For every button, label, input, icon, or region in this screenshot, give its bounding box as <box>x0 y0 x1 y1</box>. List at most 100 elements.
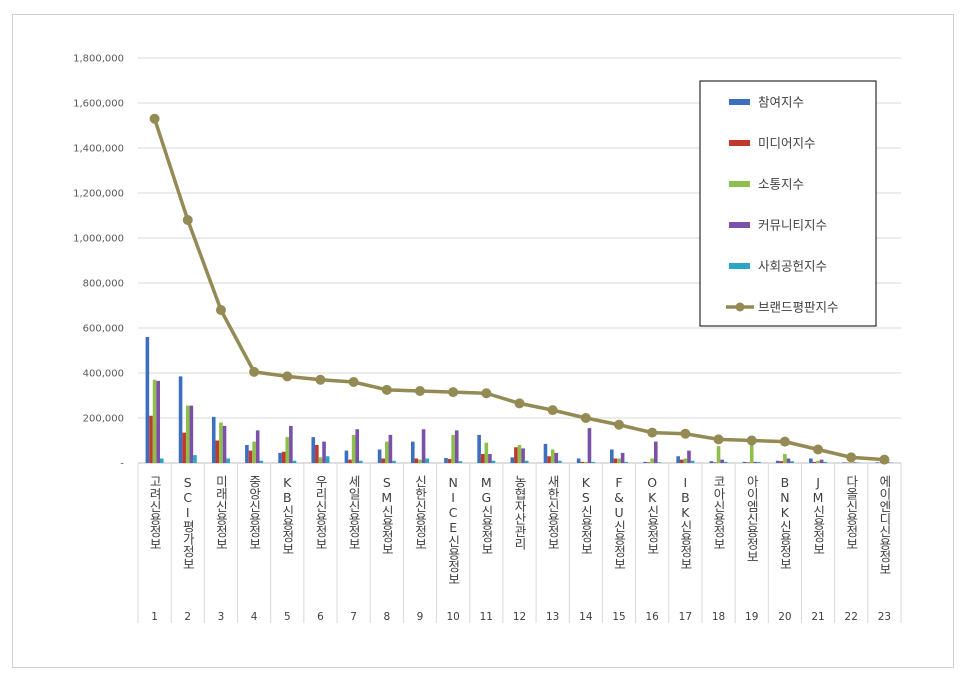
bar-3-7 <box>351 434 356 463</box>
bar-5-21 <box>823 461 828 463</box>
legend-label: 미디어지수 <box>758 136 816 151</box>
bar-3-6 <box>318 457 323 463</box>
bar-2-15 <box>613 458 618 463</box>
bar-4-19 <box>753 461 758 463</box>
line-point-23 <box>879 454 890 465</box>
bar-4-21 <box>819 459 824 463</box>
line-point-10 <box>448 387 459 398</box>
bar-1-21 <box>809 458 813 463</box>
bar-3-21 <box>816 460 820 463</box>
bar-2-4 <box>248 450 253 463</box>
line-point-5 <box>282 371 293 382</box>
bar-2-18 <box>713 462 717 463</box>
bar-series <box>145 337 894 463</box>
legend-swatch <box>729 99 750 105</box>
bar-5-15 <box>624 461 629 463</box>
bar-3-15 <box>617 458 621 463</box>
category-label: IBK신용정보 <box>678 475 693 570</box>
category-label: 신한신용정보 <box>412 475 427 550</box>
category-label: SM신용정보 <box>379 475 394 555</box>
bar-5-19 <box>757 461 761 463</box>
bar-1-15 <box>610 449 614 463</box>
line-point-4 <box>249 366 260 377</box>
rank-label: 3 <box>218 611 225 623</box>
bar-2-6 <box>315 445 319 463</box>
bar-2-10 <box>447 458 452 463</box>
bar-1-2 <box>178 376 183 463</box>
category-label: KB신용정보 <box>280 475 295 555</box>
bar-5-9 <box>425 458 429 463</box>
rank-label: 16 <box>646 611 660 623</box>
line-point-22 <box>846 452 857 463</box>
bar-3-18 <box>716 446 721 463</box>
bar-1-11 <box>477 434 481 463</box>
bar-3-19 <box>749 442 754 463</box>
line-point-2 <box>182 215 193 225</box>
category-label: MG신용정보 <box>479 475 494 555</box>
y-tick-label: 200,000 <box>83 414 124 425</box>
bar-3-4 <box>252 441 256 463</box>
bar-2-8 <box>381 458 386 463</box>
bar-1-14 <box>576 458 581 463</box>
legend-label: 브랜드평판지수 <box>758 300 839 315</box>
rank-label: 18 <box>712 611 725 623</box>
bar-5-17 <box>690 460 695 463</box>
bar-5-2 <box>193 455 197 463</box>
category-label: 다올신용정보 <box>844 475 859 550</box>
legend-label: 커뮤니티지수 <box>758 218 827 233</box>
bar-2-5 <box>281 451 286 463</box>
legend-box <box>699 80 877 327</box>
bar-1-1 <box>145 337 150 463</box>
y-tick-label: 400,000 <box>83 369 124 380</box>
line-point-17 <box>680 428 691 439</box>
bar-4-6 <box>322 441 326 463</box>
category-label: 세일신용정보 <box>346 475 361 550</box>
legend-swatch <box>729 263 750 269</box>
bar-5-7 <box>359 460 363 463</box>
bar-5-11 <box>491 460 496 463</box>
line-point-6 <box>315 374 326 385</box>
bar-3-11 <box>484 442 489 463</box>
line-point-9 <box>414 386 425 396</box>
bar-1-17 <box>676 456 680 463</box>
bar-5-3 <box>226 458 230 463</box>
bar-3-2 <box>185 405 190 463</box>
bar-5-16 <box>657 462 662 463</box>
rank-label: 14 <box>579 611 593 623</box>
bar-1-19 <box>742 461 747 463</box>
bar-1-20 <box>775 460 780 463</box>
bar-2-3 <box>215 440 220 463</box>
rank-label: 1 <box>151 611 158 623</box>
category-label: 고려신용정보 <box>147 475 162 550</box>
line-point-3 <box>215 305 226 315</box>
line-point-21 <box>813 444 824 455</box>
bar-4-11 <box>488 454 492 463</box>
bar-4-9 <box>421 429 426 463</box>
category-label: BNK신용정보 <box>777 475 792 570</box>
bar-1-13 <box>543 443 548 463</box>
y-tick-label: 1,200,000 <box>73 189 124 200</box>
chart-frame: 1,800,000 1,600,000 1,400,000 1,200,000 1,00… <box>12 14 954 668</box>
category-label: OK신용정보 <box>645 475 660 555</box>
bar-5-18 <box>723 461 728 463</box>
rank-label: 9 <box>417 611 424 623</box>
bar-1-7 <box>344 450 349 463</box>
bar-5-20 <box>790 461 794 463</box>
bar-4-2 <box>189 405 194 463</box>
rank-label: 8 <box>383 611 390 623</box>
rank-label: 23 <box>878 611 891 623</box>
bar-4-15 <box>620 452 625 463</box>
legend-swatch <box>729 140 750 146</box>
bar-1-3 <box>211 416 216 463</box>
bar-4-12 <box>521 448 525 463</box>
bar-5-6 <box>325 456 330 463</box>
line-point-1 <box>149 113 160 124</box>
rank-label: 21 <box>811 611 824 623</box>
grid-lines <box>138 57 901 419</box>
line-point-20 <box>779 436 790 447</box>
bar-5-4 <box>259 460 264 463</box>
line-point-8 <box>381 384 392 395</box>
bar-4-10 <box>454 430 459 463</box>
bar-4-22 <box>853 462 857 463</box>
